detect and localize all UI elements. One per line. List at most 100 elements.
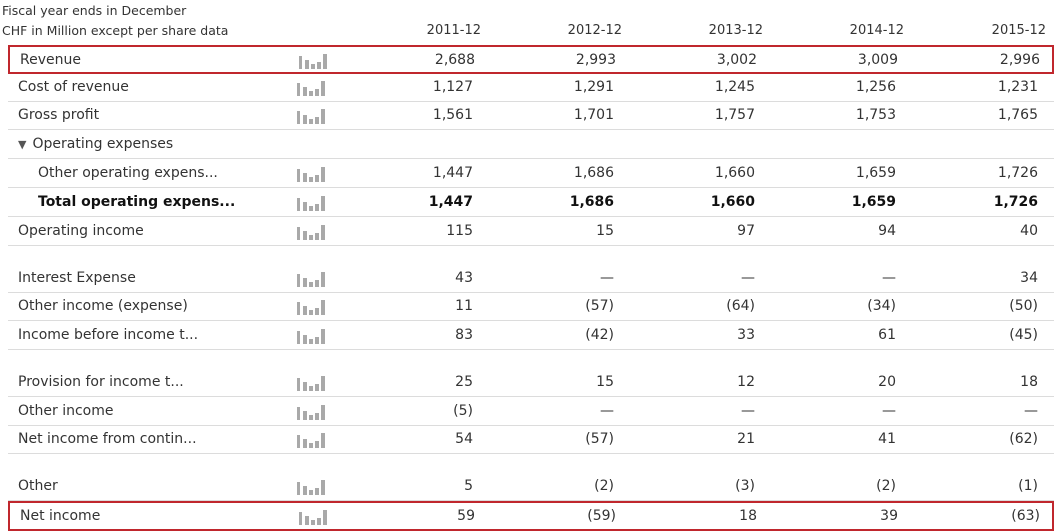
table-cell-value: (42): [585, 327, 614, 343]
table-row-cost-of-revenue: Cost of revenue 1,127 1,291 1,245 1,256 1,231: [8, 74, 1054, 102]
table-cell-value: 1,659: [851, 194, 896, 210]
table-row-gross-profit: Gross profit 1,561 1,701 1,757 1,753 1,765: [8, 102, 1054, 130]
table-cell-value: 1,659: [855, 165, 896, 181]
column-header-year: 2015-12: [991, 23, 1046, 38]
table-row-other-income-expense: Other income (expense) 11 (57) (64) (34) (50): [8, 293, 1054, 321]
table-cell-value: 1,291: [573, 79, 614, 95]
row-label: Cost of revenue: [18, 79, 129, 95]
table-cell-value: 1,660: [714, 165, 755, 181]
table-row-other: Other 5 (2) (3) (2) (1): [8, 473, 1054, 501]
row-label-text: Other income (expense): [18, 298, 188, 314]
bar-chart-icon[interactable]: [296, 225, 326, 240]
table-cell-value: 1,561: [432, 107, 473, 123]
table-cell-value: 40: [1020, 223, 1038, 239]
table-row-revenue: Revenue 2,688 2,993 3,002 3,009 2,996: [8, 45, 1054, 74]
table-cell-value: 1,256: [855, 79, 896, 95]
table-cell-value: 2,993: [575, 52, 616, 68]
row-label-text: Total operating expens...: [38, 194, 236, 210]
bar-chart-icon[interactable]: [296, 109, 326, 124]
row-label: ▼ Operating expenses: [18, 136, 173, 152]
fiscal-year-note: Fiscal year ends in December: [2, 3, 187, 18]
bar-chart-icon[interactable]: [296, 433, 326, 448]
table-row-operating-income: Operating income 115 15 97 94 40: [8, 218, 1054, 246]
table-cell-value: 97: [737, 223, 755, 239]
table-cell-value: (50): [1009, 298, 1038, 314]
table-cell-value: (3): [735, 478, 755, 494]
table-cell-value: (57): [585, 298, 614, 314]
column-header-year: 2011-12: [426, 23, 481, 38]
table-cell-value: 25: [455, 374, 473, 390]
row-label-text: Operating income: [18, 223, 144, 239]
row-label-text: Interest Expense: [18, 270, 136, 286]
table-cell-value: 2,688: [434, 52, 475, 68]
bar-chart-icon[interactable]: [296, 329, 326, 344]
row-label-text: Provision for income t...: [18, 374, 184, 390]
table-cell-value: 1,686: [569, 194, 614, 210]
triangle-down-icon[interactable]: ▼: [18, 138, 27, 151]
table-cell-value: (59): [587, 508, 616, 524]
table-row-income-before-tax: Income before income t... 83 (42) 33 61 (45): [8, 322, 1054, 350]
table-cell-value: 2,996: [999, 52, 1040, 68]
table-cell-value: 1,447: [428, 194, 473, 210]
bar-chart-icon[interactable]: [296, 196, 326, 211]
table-cell-value: 18: [1020, 374, 1038, 390]
table-header: Fiscal year ends in December CHF in Mill…: [0, 0, 1062, 45]
bar-chart-icon[interactable]: [296, 167, 326, 182]
table-cell-value: 1,726: [993, 194, 1038, 210]
row-label-text: Cost of revenue: [18, 79, 129, 95]
row-label: Other income: [18, 403, 113, 419]
row-label-text: Other income: [18, 403, 114, 419]
column-header-year: 2012-12: [567, 23, 622, 38]
bar-chart-icon[interactable]: [298, 54, 328, 69]
table-cell-value: —: [600, 270, 614, 286]
row-label: Gross profit: [18, 107, 99, 123]
table-row-interest-expense: Interest Expense 43 — — — 34: [8, 265, 1054, 293]
row-label-text: Operating expenses: [32, 136, 174, 152]
table-cell-value: —: [741, 403, 755, 419]
table-cell-value: 33: [737, 327, 755, 343]
bar-chart-icon[interactable]: [296, 376, 326, 391]
table-cell-value: 12: [737, 374, 755, 390]
table-cell-value: 3,009: [857, 52, 898, 68]
table-cell-value: 1,757: [714, 107, 755, 123]
table-row-other-income: Other income (5) — — — —: [8, 398, 1054, 426]
bar-chart-icon[interactable]: [296, 272, 326, 287]
table-cell-value: (45): [1009, 327, 1038, 343]
table-cell-value: 39: [880, 508, 898, 524]
row-label: Operating income: [18, 223, 144, 239]
bar-chart-icon[interactable]: [296, 480, 326, 495]
table-row-other-operating-expenses: Other operating expens... 1,447 1,686 1,660…: [8, 160, 1054, 188]
bar-chart-icon[interactable]: [296, 81, 326, 96]
row-label-text: Gross profit: [18, 107, 100, 123]
row-label: Revenue: [20, 52, 81, 68]
table-cell-value: 15: [596, 223, 614, 239]
table-row-operating-expenses[interactable]: ▼ Operating expenses: [8, 131, 1054, 159]
table-cell-value: —: [741, 270, 755, 286]
table-cell-value: (34): [867, 298, 896, 314]
table-row-provision-for-income-tax: Provision for income t... 25 15 12 20 18: [8, 369, 1054, 397]
row-label-text: Other: [18, 478, 58, 494]
table-cell-value: 43: [455, 270, 473, 286]
table-cell-value: (63): [1011, 508, 1040, 524]
table-cell-value: 1,660: [710, 194, 755, 210]
table-cell-value: —: [1024, 403, 1038, 419]
table-cell-value: 34: [1020, 270, 1038, 286]
table-cell-value: (5): [453, 403, 473, 419]
table-cell-value: 3,002: [716, 52, 757, 68]
table-cell-value: —: [600, 403, 614, 419]
table-cell-value: 20: [878, 374, 896, 390]
column-header-year: 2013-12: [708, 23, 763, 38]
bar-chart-icon[interactable]: [296, 300, 326, 315]
row-label-text: Other operating expens...: [38, 165, 218, 181]
table-cell-value: 61: [878, 327, 896, 343]
bar-chart-icon[interactable]: [298, 510, 328, 525]
bar-chart-icon[interactable]: [296, 405, 326, 420]
table-cell-value: 1,701: [573, 107, 614, 123]
table-cell-value: —: [882, 270, 896, 286]
table-cell-value: 21: [737, 431, 755, 447]
row-label: Other income (expense): [18, 298, 188, 314]
table-cell-value: 11: [455, 298, 473, 314]
table-cell-value: 41: [878, 431, 896, 447]
row-label: Interest Expense: [18, 270, 136, 286]
row-label: Net income from contin...: [18, 431, 197, 447]
